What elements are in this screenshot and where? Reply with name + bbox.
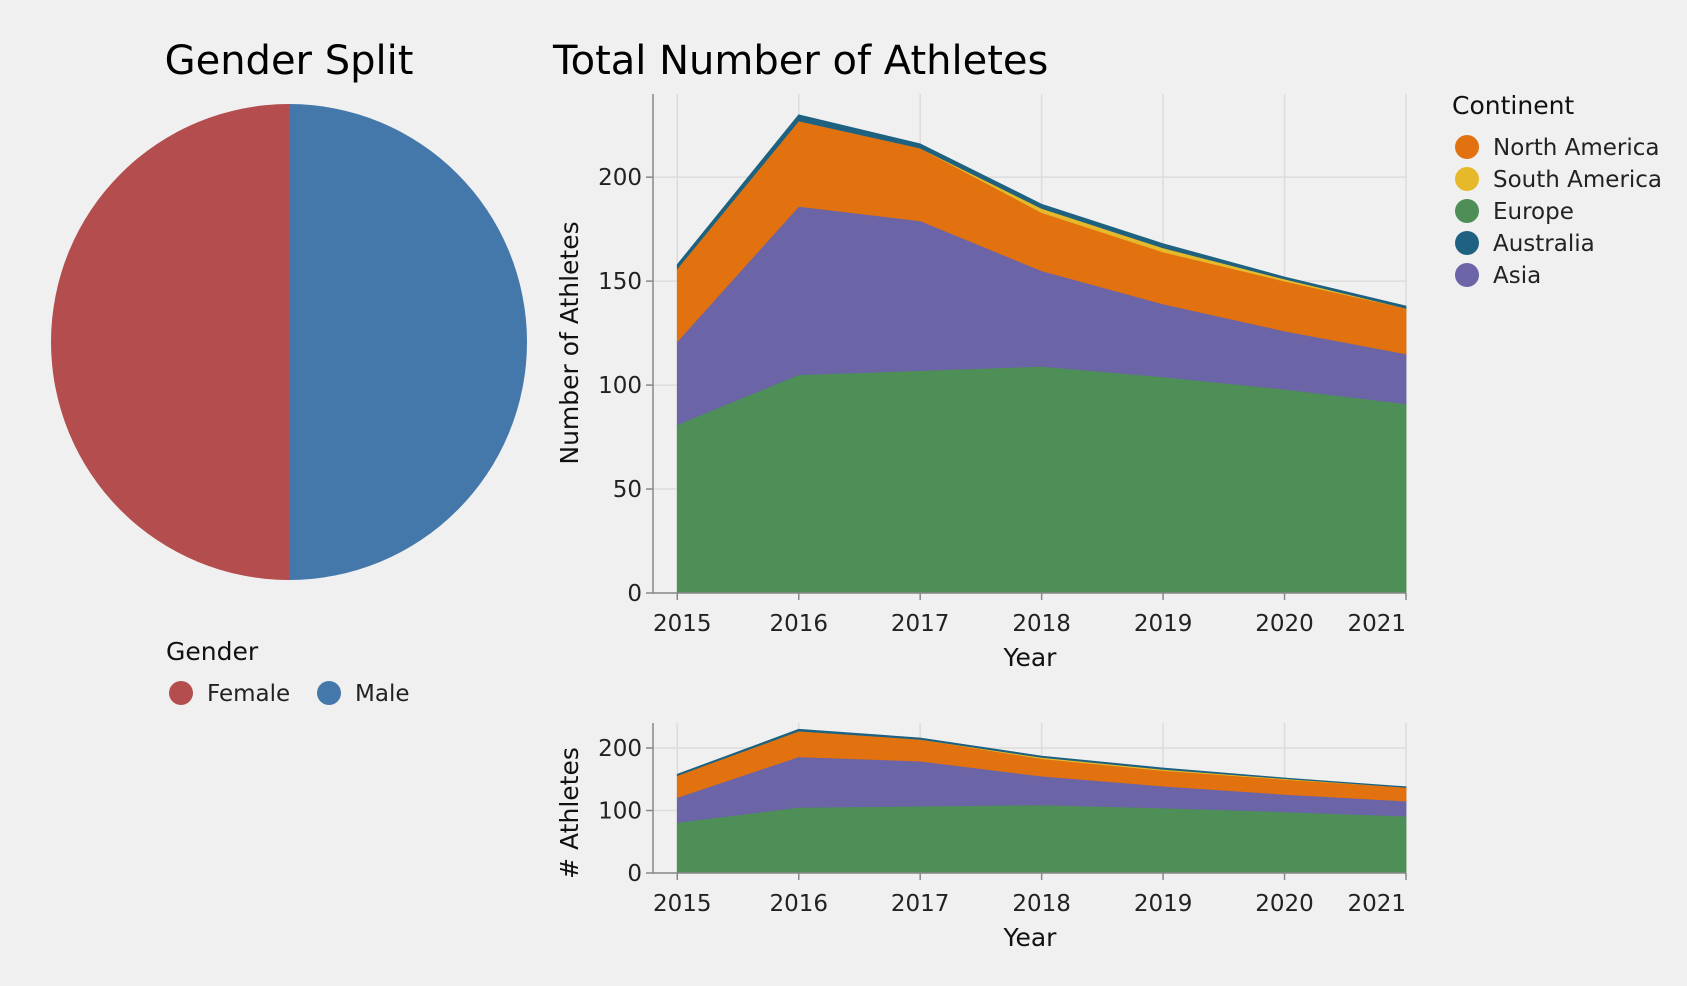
main-axes: 0 50 100 150 200 2015 2016 2017 2018 2019 2020 2021 (598, 94, 1407, 637)
area-europe (676, 804, 1407, 874)
athletes-area-chart: Total Number of Athletes 0 50 100 150 200 201… (552, 38, 1662, 672)
x-tick-label: 2016 (769, 891, 828, 917)
main-y-axis-title: Number of Athletes (555, 221, 584, 464)
overview-axes: 0 100 200 2015 2016 2017 2018 2019 2020 2021 (598, 723, 1407, 917)
overview-y-axis-title: # Athletes (555, 747, 584, 879)
gender-legend-title: Gender (166, 637, 259, 666)
x-tick-label: 2020 (1255, 611, 1314, 637)
legend-symbol-europe (1455, 199, 1479, 223)
legend-symbol-female (169, 681, 193, 705)
x-tick-label: 2018 (1012, 611, 1071, 637)
area-chart-title: Total Number of Athletes (552, 38, 1048, 84)
continent-legend: North America South America Europe Australi… (1455, 135, 1662, 289)
legend-label-male: Male (355, 681, 409, 707)
athletes-overview-chart: 0 100 200 2015 2016 2017 2018 2019 2020 2021 Year… (555, 723, 1407, 952)
x-tick-label: 2019 (1134, 611, 1193, 637)
main-area-layers (676, 114, 1407, 594)
main-x-axis-title: Year (1003, 643, 1058, 672)
area-europe (676, 365, 1407, 594)
x-tick-label: 2016 (769, 611, 828, 637)
y-tick-label: 100 (598, 799, 642, 825)
x-tick-label: 2021 (1347, 611, 1406, 637)
legend-symbol-north-america (1455, 135, 1479, 159)
legend-symbol-male (317, 681, 341, 705)
x-tick-label: 2019 (1134, 891, 1193, 917)
continent-legend-title: Continent (1452, 91, 1574, 120)
legend-label-asia: Asia (1493, 263, 1541, 289)
y-tick-label: 200 (598, 736, 642, 762)
x-tick-label: 2018 (1012, 891, 1071, 917)
y-tick-label: 0 (627, 861, 642, 887)
pie-slices (51, 104, 527, 580)
legend-label-europe: Europe (1493, 199, 1574, 225)
gender-legend: Female Male (169, 681, 409, 707)
y-tick-label: 200 (598, 165, 642, 191)
legend-symbol-south-america (1455, 167, 1479, 191)
legend-symbol-australia (1455, 231, 1479, 255)
pie-slice-female (51, 104, 289, 580)
y-tick-label: 50 (613, 477, 642, 503)
x-tick-label: 2017 (891, 611, 950, 637)
x-tick-label: 2017 (891, 891, 950, 917)
gender-pie-chart: Gender Split Gender Female Male (51, 38, 527, 707)
area-australia (676, 114, 1407, 309)
y-tick-label: 150 (598, 269, 642, 295)
area-australia (676, 728, 1407, 788)
y-tick-label: 0 (627, 581, 642, 607)
legend-label-south-america: South America (1493, 167, 1662, 193)
x-tick-label: 2015 (653, 611, 712, 637)
x-tick-label: 2020 (1255, 891, 1314, 917)
pie-slice-male (289, 104, 527, 580)
pie-title: Gender Split (165, 38, 414, 84)
legend-symbol-asia (1455, 263, 1479, 287)
y-tick-label: 100 (598, 373, 642, 399)
x-tick-label: 2015 (653, 891, 712, 917)
legend-label-australia: Australia (1493, 231, 1595, 257)
legend-label-north-america: North America (1493, 135, 1660, 161)
overview-area-layers (676, 728, 1407, 874)
x-tick-label: 2021 (1347, 891, 1406, 917)
overview-x-axis-title: Year (1003, 923, 1058, 952)
legend-label-female: Female (207, 681, 290, 707)
